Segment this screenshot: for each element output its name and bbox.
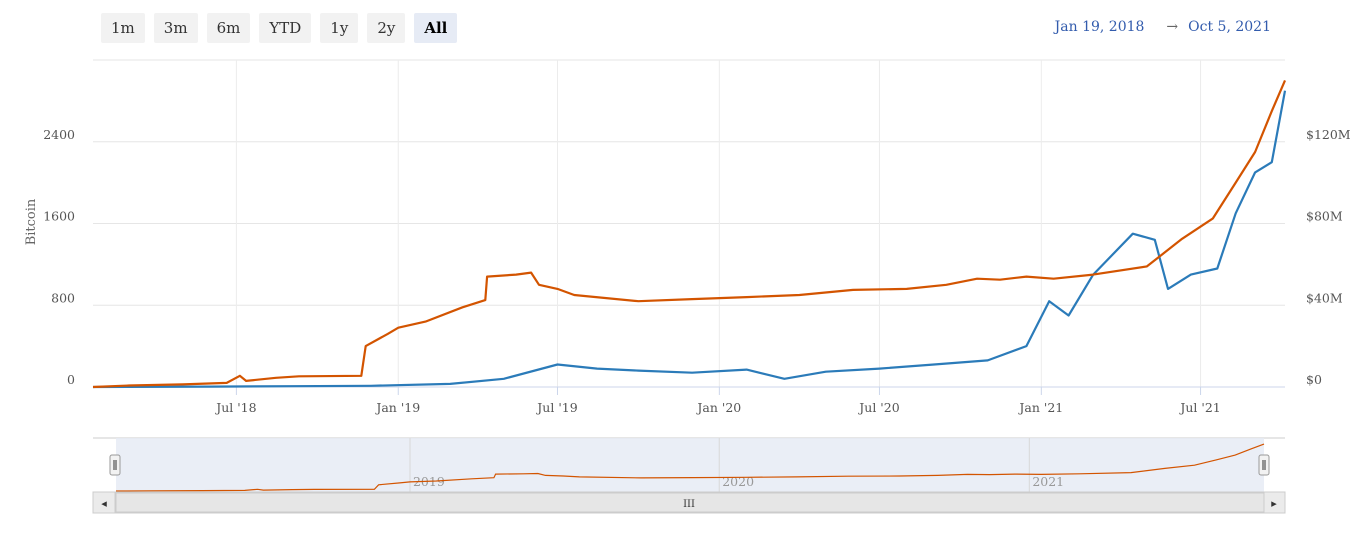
range-selector: 1m 3m 6m YTD 1y 2y All bbox=[101, 13, 458, 43]
range-all-button[interactable]: All bbox=[414, 13, 458, 43]
navigator-left-handle[interactable] bbox=[109, 454, 121, 476]
date-arrow-icon: → bbox=[1166, 19, 1179, 35]
x-tick-label: Jan '21 bbox=[1017, 400, 1063, 415]
range-2y-button[interactable]: 2y bbox=[367, 13, 406, 43]
date-range-display: Jan 19, 2018 → Oct 5, 2021 bbox=[1055, 19, 1271, 35]
y-right-tick-label: $120M bbox=[1306, 127, 1351, 142]
x-axis-ticks: Jul '18 Jan '19 Jul '19 Jan '20 Jul '20 Jan '… bbox=[93, 386, 1285, 415]
navigator: 2019 2020 2021 III ◂ ▸ bbox=[92, 437, 1286, 514]
y-left-tick-label: 1600 bbox=[43, 209, 75, 224]
y-right-tick-label: $40M bbox=[1306, 290, 1343, 305]
range-ytd-button[interactable]: YTD bbox=[259, 13, 312, 43]
series-lines bbox=[92, 79, 1287, 389]
range-1m-button[interactable]: 1m bbox=[101, 13, 145, 43]
usd-series-line bbox=[92, 90, 1287, 389]
range-1y-button[interactable]: 1y bbox=[320, 13, 359, 43]
navigator-year-label: 2021 bbox=[1032, 474, 1064, 489]
bitcoin-series-line bbox=[92, 79, 1287, 389]
x-tick-label: Jan '19 bbox=[374, 400, 420, 415]
y-right-tick-label: $0 bbox=[1306, 372, 1322, 387]
grid-lines bbox=[93, 59, 1285, 388]
scroll-right-button[interactable] bbox=[1263, 491, 1286, 514]
scroll-right-icon: ▸ bbox=[1271, 497, 1277, 510]
navigator-right-handle[interactable] bbox=[1258, 454, 1270, 476]
range-3m-button[interactable]: 3m bbox=[153, 13, 198, 43]
x-tick-label: Jan '20 bbox=[695, 400, 741, 415]
scroll-left-button[interactable] bbox=[92, 491, 116, 514]
scrollbar-grip-icon: III bbox=[683, 499, 695, 510]
y-left-tick-label: 2400 bbox=[43, 127, 75, 142]
y-axis-left-ticks: 0 800 1600 2400 bbox=[43, 127, 75, 387]
y-right-tick-label: $80M bbox=[1306, 209, 1343, 224]
y-left-tick-label: 0 bbox=[67, 372, 75, 387]
x-tick-label: Jul '20 bbox=[857, 400, 899, 415]
x-tick-label: Jul '18 bbox=[214, 400, 256, 415]
navigator-year-label: 2020 bbox=[722, 474, 754, 489]
x-tick-label: Jul '21 bbox=[1178, 400, 1220, 415]
scroll-left-icon: ◂ bbox=[101, 497, 107, 510]
range-6m-button[interactable]: 6m bbox=[206, 13, 251, 43]
date-to[interactable]: Oct 5, 2021 bbox=[1188, 19, 1271, 35]
date-from[interactable]: Jan 19, 2018 bbox=[1054, 19, 1145, 35]
navigator-selected-range[interactable] bbox=[116, 438, 1264, 492]
y-left-tick-label: 800 bbox=[51, 290, 75, 305]
x-tick-label: Jul '19 bbox=[535, 400, 577, 415]
y-axis-right-ticks: $0 $40M $80M $120M bbox=[1306, 127, 1351, 387]
y-axis-label: Bitcoin bbox=[24, 198, 39, 245]
navigator-series bbox=[115, 443, 1265, 492]
